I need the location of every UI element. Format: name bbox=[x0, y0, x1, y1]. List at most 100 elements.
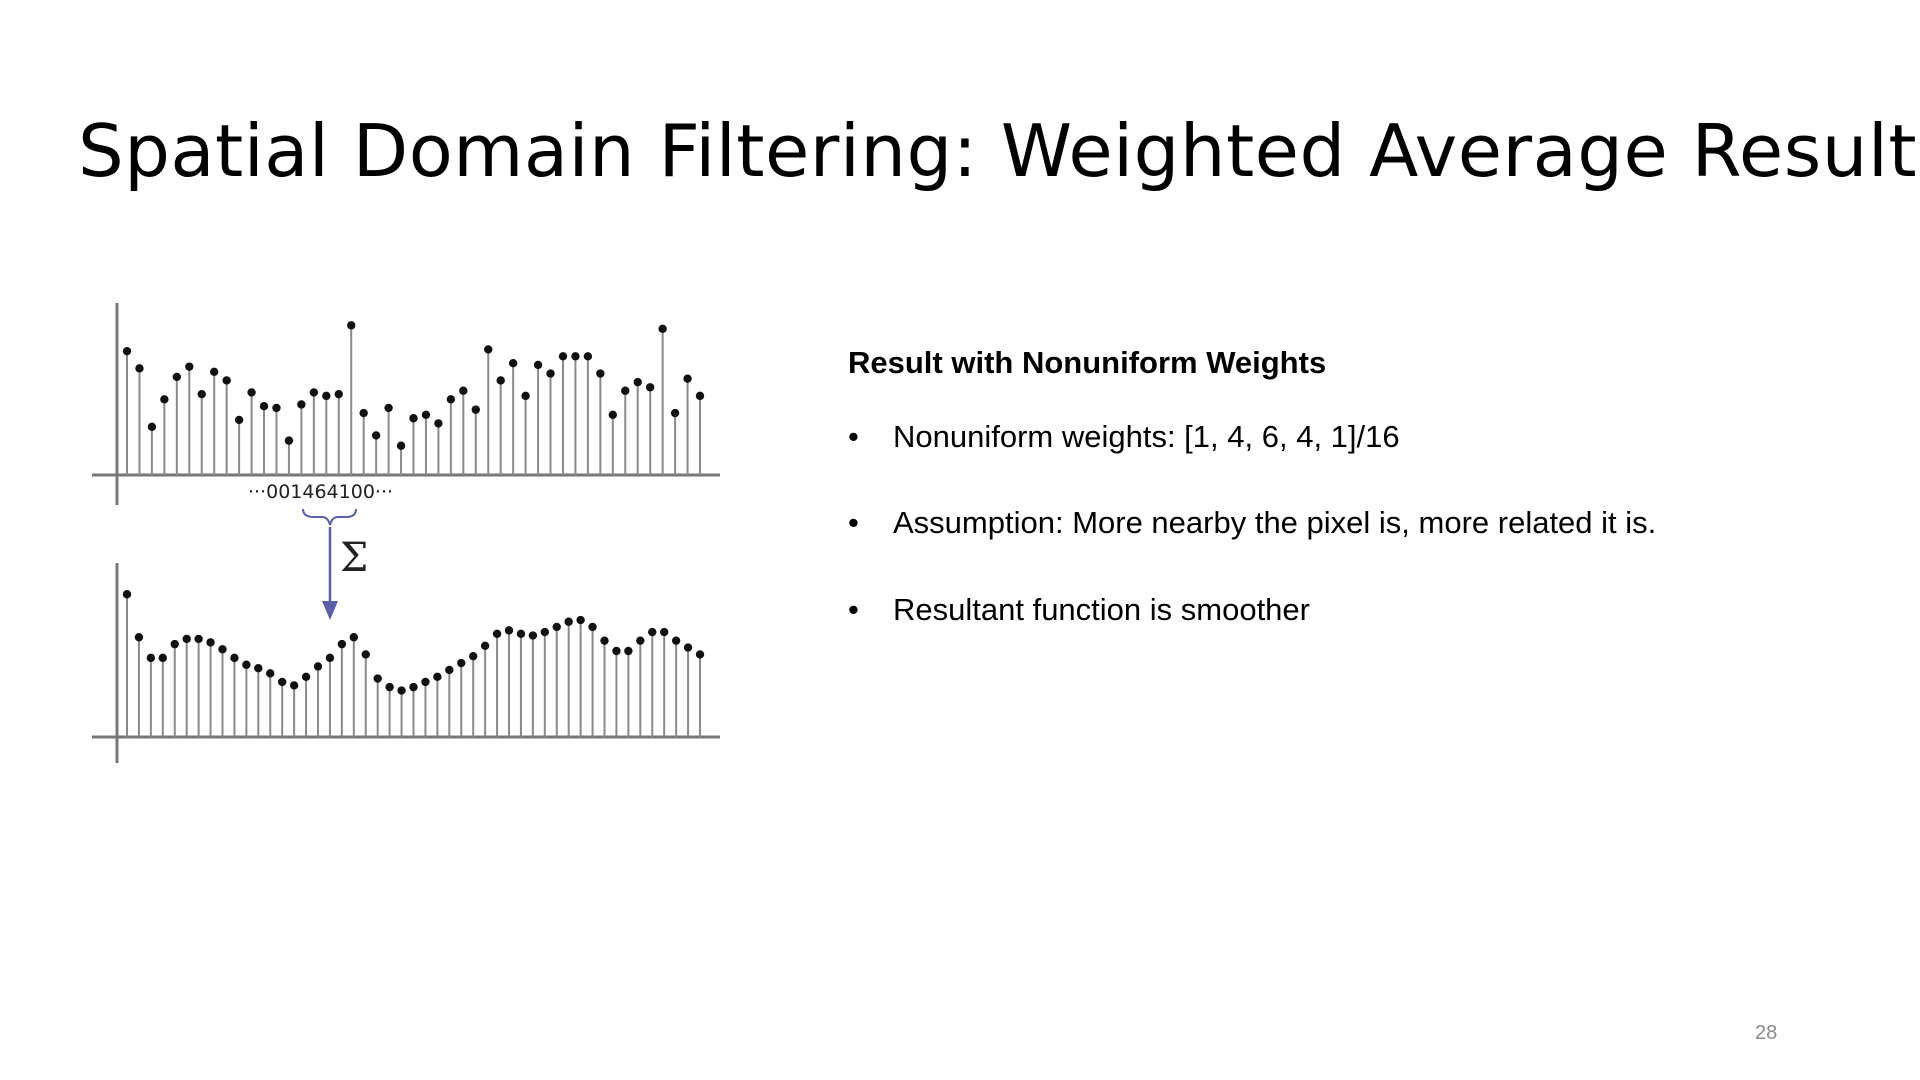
stem-marker bbox=[182, 634, 191, 644]
stem-marker bbox=[695, 391, 705, 401]
stem-marker bbox=[337, 639, 347, 649]
stem-marker bbox=[359, 408, 368, 418]
stem-marker bbox=[297, 400, 306, 409]
stem-marker bbox=[434, 419, 443, 428]
stem-marker bbox=[197, 389, 206, 399]
stem-marker bbox=[325, 653, 335, 663]
stem-marker bbox=[540, 627, 550, 637]
stem-marker bbox=[397, 686, 406, 695]
stem-marker bbox=[334, 389, 343, 399]
stem-marker bbox=[496, 376, 505, 385]
stem-marker bbox=[576, 615, 585, 625]
stem-marker bbox=[185, 362, 194, 371]
stem-marker bbox=[289, 681, 299, 690]
stem-marker bbox=[645, 383, 655, 392]
stem-marker bbox=[234, 415, 244, 425]
stem-marker bbox=[170, 639, 179, 649]
bullet-item: • Assumption: More nearby the pixel is, … bbox=[848, 504, 1848, 541]
stem-marker bbox=[558, 352, 568, 361]
stem-marker bbox=[659, 627, 669, 637]
bullet-text: Assumption: More nearby the pixel is, mo… bbox=[893, 505, 1657, 541]
stem-marker bbox=[266, 669, 275, 678]
stem-marker bbox=[445, 665, 454, 675]
stem-marker bbox=[147, 422, 157, 432]
bullet-dot: • bbox=[848, 505, 859, 541]
stem-marker bbox=[636, 636, 645, 645]
stem-marker bbox=[612, 646, 621, 656]
stem-marker bbox=[564, 617, 573, 626]
stem-marker bbox=[384, 403, 393, 413]
bullet-text: Resultant function is smoother bbox=[893, 591, 1310, 627]
kernel-brace bbox=[302, 508, 357, 526]
stem-marker bbox=[552, 622, 561, 632]
stem-marker bbox=[146, 653, 156, 663]
stem-marker bbox=[301, 672, 311, 681]
stem-marker bbox=[218, 645, 227, 654]
stem-marker bbox=[633, 377, 642, 387]
stem-marker bbox=[309, 388, 319, 397]
stem-marker bbox=[158, 653, 168, 663]
stem-marker bbox=[396, 441, 406, 450]
stem-marker bbox=[409, 414, 418, 423]
bullet-list: • Nonuniform weights: [1, 4, 6, 4, 1]/16… bbox=[848, 418, 1848, 628]
stem-marker bbox=[347, 321, 356, 330]
stem-marker bbox=[160, 395, 169, 404]
stem-marker bbox=[209, 367, 219, 376]
slide-title: Spatial Domain Filtering: Weighted Avera… bbox=[78, 109, 1918, 193]
stem-marker bbox=[284, 436, 294, 445]
stem-marker bbox=[528, 631, 538, 640]
stem-marker bbox=[272, 403, 281, 413]
stem-marker bbox=[695, 650, 705, 659]
stem-marker bbox=[683, 643, 693, 652]
stem-marker bbox=[471, 405, 480, 414]
stem-marker bbox=[242, 660, 251, 669]
stem-marker bbox=[484, 345, 493, 354]
stem-marker bbox=[230, 653, 239, 663]
original-signal-plot bbox=[92, 303, 720, 505]
stem-marker bbox=[254, 664, 263, 673]
stem-marker bbox=[671, 636, 681, 645]
stem-marker bbox=[596, 369, 605, 378]
stem-marker bbox=[433, 672, 442, 681]
kernel-annotation: ···001464100··· Σ bbox=[248, 481, 393, 620]
stem-marker bbox=[172, 372, 182, 382]
bullet-item: • Nonuniform weights: [1, 4, 6, 4, 1]/16 bbox=[848, 418, 1848, 455]
filtered-signal-plot bbox=[92, 563, 720, 763]
stem-marker bbox=[546, 369, 555, 378]
stem-marker bbox=[361, 650, 370, 659]
stem-marker bbox=[122, 346, 132, 356]
stem-marker bbox=[492, 629, 502, 638]
stem-marker bbox=[624, 646, 633, 656]
stem-marker bbox=[648, 627, 657, 637]
stem-marker bbox=[247, 388, 256, 397]
bullet-dot: • bbox=[848, 419, 859, 455]
stem-marker bbox=[468, 651, 478, 661]
kernel-weights-label: ···001464100··· bbox=[248, 481, 393, 503]
stem-marker bbox=[134, 633, 144, 642]
bullet-item: • Resultant function is smoother bbox=[848, 591, 1848, 628]
stem-marker bbox=[600, 636, 609, 645]
stem-marker bbox=[322, 391, 331, 401]
bullet-content: Result with Nonuniform Weights • Nonunif… bbox=[848, 344, 1848, 677]
stem-marker bbox=[683, 374, 692, 383]
stem-marker bbox=[621, 386, 630, 395]
section-heading: Result with Nonuniform Weights bbox=[848, 345, 1327, 380]
stem-marker bbox=[459, 386, 468, 395]
stem-marker bbox=[313, 662, 323, 671]
stem-marker bbox=[349, 633, 359, 642]
stem-marker bbox=[583, 352, 593, 361]
stem-marker bbox=[222, 376, 231, 385]
stem-marker bbox=[571, 352, 580, 361]
stem-marker bbox=[421, 410, 431, 419]
stem-marker bbox=[446, 395, 456, 404]
stem-marker bbox=[516, 629, 526, 638]
stem-marker bbox=[480, 641, 490, 651]
stem-marker bbox=[194, 634, 203, 644]
stem-marker bbox=[371, 431, 381, 440]
page-number: 28 bbox=[1755, 1022, 1778, 1044]
stem-marker bbox=[508, 359, 518, 368]
stem-marker bbox=[533, 360, 543, 370]
stem-marker bbox=[608, 410, 618, 419]
summation-arrow-head bbox=[322, 601, 338, 620]
stem-marker bbox=[421, 677, 430, 687]
